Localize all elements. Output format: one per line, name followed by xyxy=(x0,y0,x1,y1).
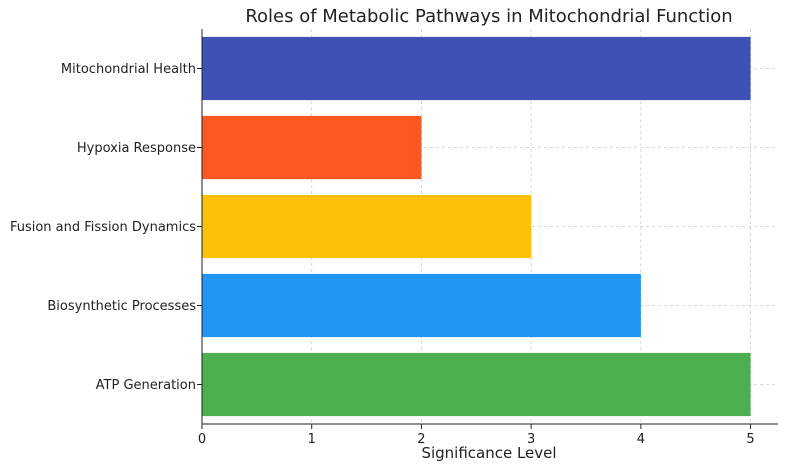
y-tick-label: Hypoxia Response xyxy=(77,141,196,156)
bar xyxy=(202,194,532,259)
x-tick-label: 1 xyxy=(308,432,316,447)
bar xyxy=(202,273,641,338)
x-tick-label: 4 xyxy=(637,432,645,447)
bars xyxy=(202,36,751,417)
bar xyxy=(202,352,751,417)
x-ticks: 0 1 2 3 4 5 xyxy=(198,424,755,447)
y-ticks: ATP Generation Biosynthetic Processes Fusi… xyxy=(10,62,202,393)
x-tick-label: 5 xyxy=(746,432,754,447)
y-tick-label: Biosynthetic Processes xyxy=(47,299,196,314)
y-tick-label: ATP Generation xyxy=(96,378,196,393)
x-tick-label: 2 xyxy=(417,432,425,447)
axes: 0 1 2 3 4 5 ATP Generation Biosynthetic Proces… xyxy=(10,29,778,447)
y-tick-label: Mitochondrial Health xyxy=(61,62,196,77)
x-tick-label: 0 xyxy=(198,432,206,447)
bar xyxy=(202,36,751,101)
y-tick-label: Fusion and Fission Dynamics xyxy=(10,220,196,235)
x-axis-title: Significance Level xyxy=(421,444,556,462)
bar xyxy=(202,115,422,180)
x-tick-label: 3 xyxy=(527,432,535,447)
chart-title: Roles of Metabolic Pathways in Mitochond… xyxy=(245,6,732,27)
